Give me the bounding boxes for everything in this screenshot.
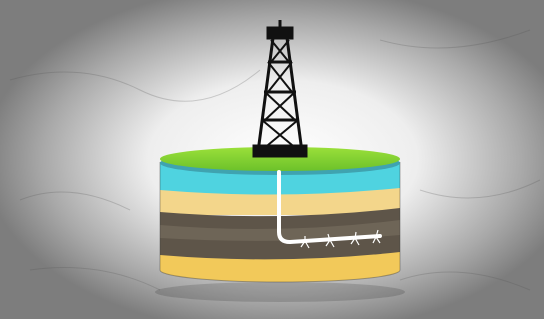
shadow [155, 282, 405, 302]
illustration [0, 0, 544, 319]
derrick-crown [268, 28, 292, 38]
derrick-base [254, 146, 306, 156]
page: {} [0, 0, 544, 319]
